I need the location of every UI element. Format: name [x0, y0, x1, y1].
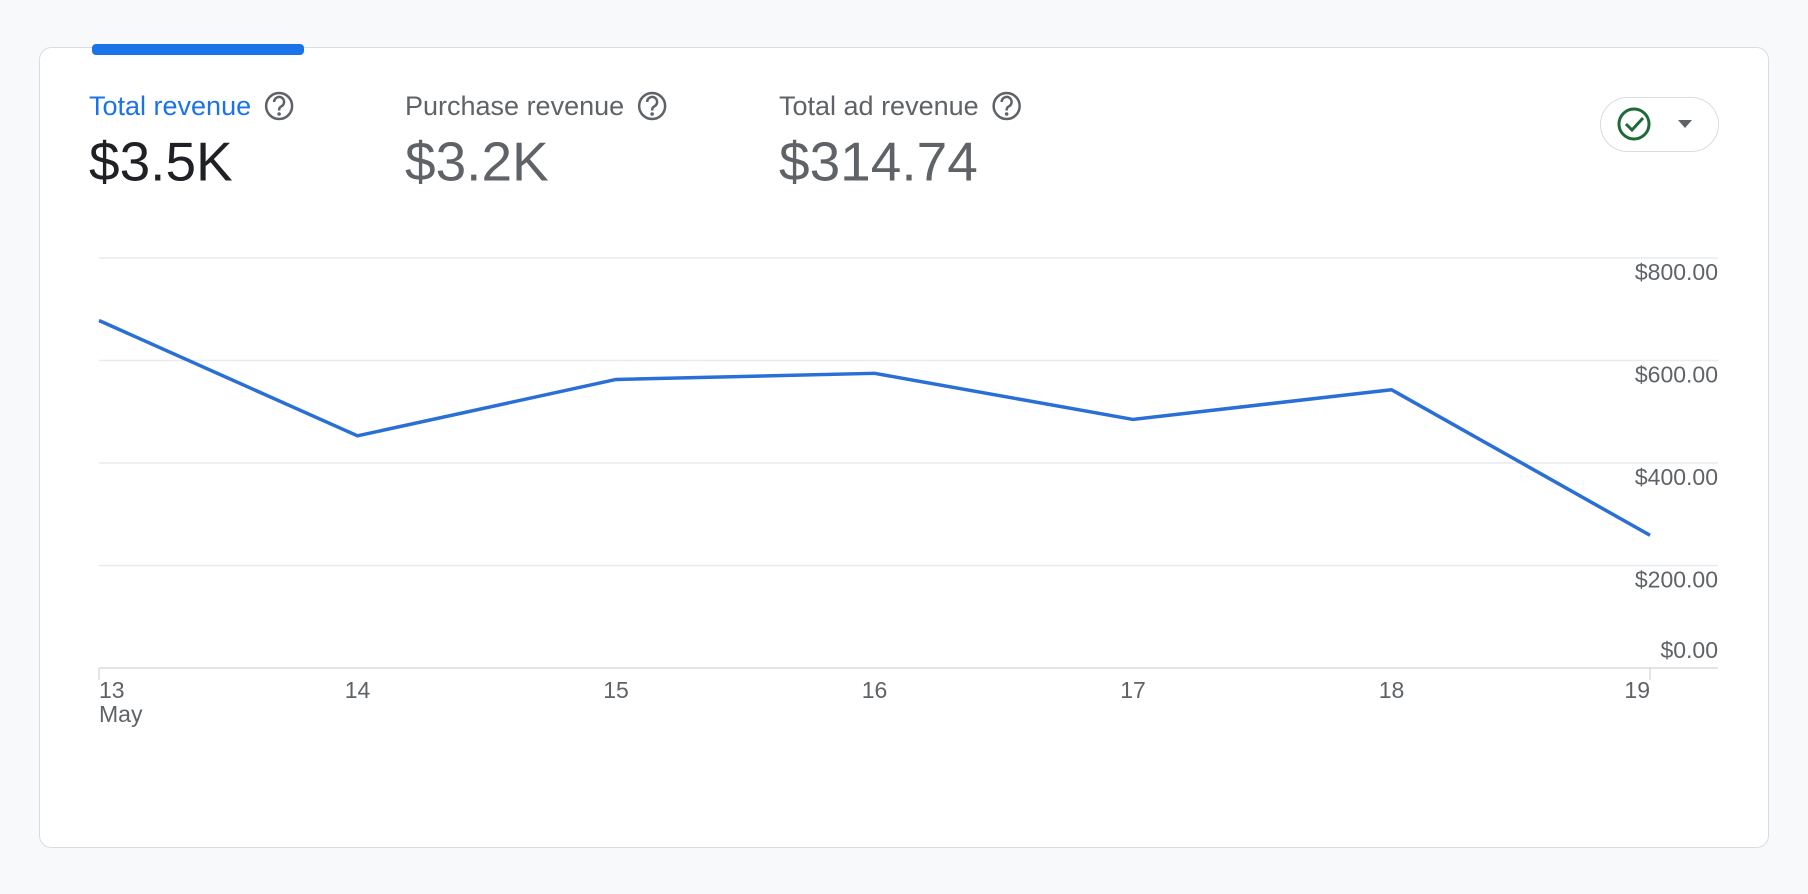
- metric-value: $3.2K: [405, 131, 549, 193]
- help-icon[interactable]: [264, 91, 294, 121]
- metric-value: $3.5K: [89, 131, 233, 193]
- x-tick-label: 17: [1120, 677, 1146, 703]
- metric-label[interactable]: Total ad revenue: [779, 91, 979, 121]
- help-dot: [650, 112, 654, 116]
- x-tick-label: 14: [345, 677, 371, 703]
- help-dot: [277, 112, 281, 116]
- x-tick-label: 16: [862, 677, 888, 703]
- metric-label[interactable]: Total revenue: [89, 91, 251, 121]
- help-icon[interactable]: [637, 91, 667, 121]
- y-tick-label: $800.00: [1635, 259, 1718, 285]
- x-tick-label: 18: [1379, 677, 1405, 703]
- status-button[interactable]: [1600, 97, 1719, 152]
- help-glyph: [272, 95, 286, 111]
- help-glyph: [1000, 95, 1013, 111]
- y-tick-label: $400.00: [1635, 464, 1718, 490]
- y-tick-label: $600.00: [1635, 362, 1718, 388]
- y-tick-label: $0.00: [1660, 637, 1718, 663]
- dropdown-arrow: [1678, 120, 1692, 128]
- help-icon[interactable]: [992, 91, 1021, 121]
- check-mark: [1624, 116, 1645, 133]
- x-month-label: May: [99, 701, 143, 727]
- y-tick-label: $200.00: [1635, 567, 1718, 593]
- x-tick-label: 19: [1624, 677, 1650, 703]
- metric-value: $314.74: [779, 131, 978, 193]
- x-tick-label: 13: [99, 677, 125, 703]
- revenue-line: [98, 318, 1651, 537]
- selected-tab-indicator: [92, 44, 304, 55]
- help-glyph: [645, 95, 659, 111]
- metric-label[interactable]: Purchase revenue: [405, 91, 624, 121]
- check-icon: [1617, 107, 1651, 141]
- x-tick-label: 15: [603, 677, 629, 703]
- card: [39, 47, 1769, 848]
- help-dot: [1004, 112, 1009, 116]
